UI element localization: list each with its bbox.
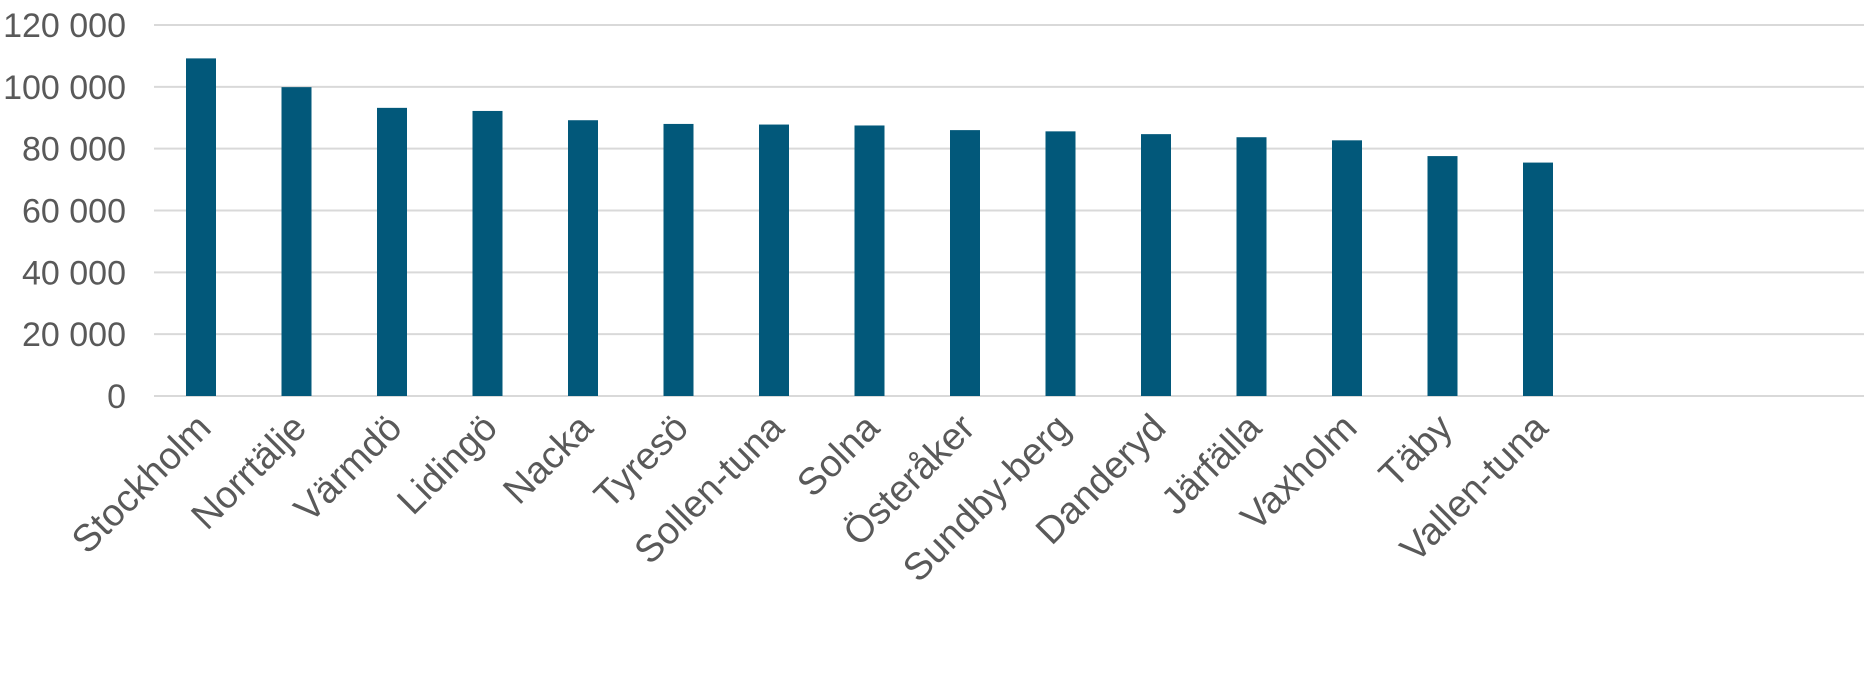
x-category-label: Värmdö bbox=[287, 407, 411, 531]
y-tick-label: 0 bbox=[107, 378, 126, 416]
y-tick-label: 40 000 bbox=[22, 254, 126, 292]
bar bbox=[759, 124, 789, 396]
bar bbox=[186, 58, 216, 396]
y-tick-label: 100 000 bbox=[3, 69, 126, 107]
x-category-label: Sundby-berg bbox=[895, 407, 1079, 591]
bar bbox=[854, 125, 885, 397]
bar bbox=[1332, 140, 1362, 396]
x-axis-category-labels: StockholmNorrtäljeVärmdöLidingöNackaTyre… bbox=[64, 406, 1557, 590]
y-tick-label: 20 000 bbox=[22, 316, 126, 354]
bar bbox=[281, 87, 312, 396]
bar bbox=[1523, 162, 1553, 396]
x-category-label: Täby bbox=[1371, 407, 1460, 496]
bar bbox=[1045, 131, 1076, 396]
y-tick-label: 80 000 bbox=[22, 131, 126, 169]
bar bbox=[1427, 156, 1458, 396]
y-tick-label: 120 000 bbox=[3, 7, 126, 45]
x-category-label: Nacka bbox=[495, 406, 601, 512]
gridlines bbox=[154, 24, 1864, 397]
bar bbox=[950, 130, 980, 396]
bars bbox=[186, 58, 1553, 397]
y-tick-label: 60 000 bbox=[22, 193, 126, 231]
x-category-label: Lidingö bbox=[390, 407, 506, 523]
bar bbox=[1236, 137, 1267, 397]
bar bbox=[377, 107, 407, 397]
bar bbox=[1141, 134, 1171, 396]
bar bbox=[472, 110, 503, 396]
x-category-label: Stockholm bbox=[64, 407, 219, 562]
bar bbox=[568, 120, 598, 397]
y-axis-tick-labels: 0 20 000 40 000 60 000 80 000 100 000 120 000 bbox=[3, 7, 126, 416]
bar bbox=[663, 123, 694, 396]
